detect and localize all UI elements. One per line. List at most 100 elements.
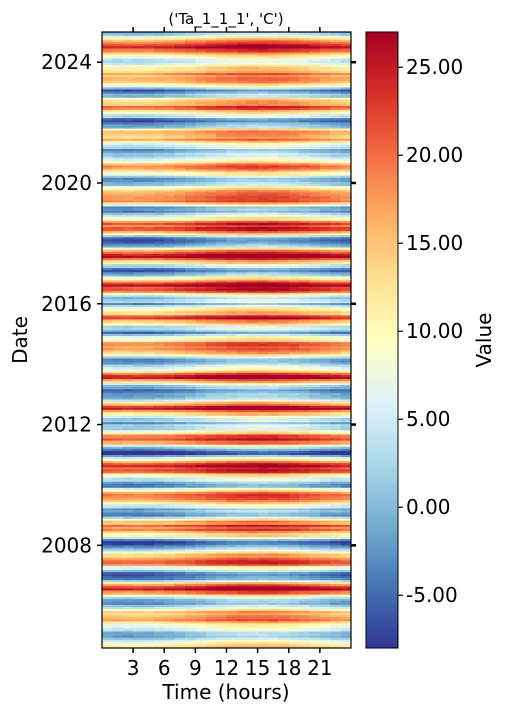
heatmap-cell [153, 210, 165, 214]
heatmap-cell [112, 368, 124, 372]
heatmap-cell [112, 188, 124, 191]
heatmap-cell [257, 383, 269, 386]
heatmap-cell [205, 196, 217, 199]
heatmap-cell [112, 171, 124, 175]
heatmap-cell [257, 231, 269, 234]
heatmap-cell [226, 101, 238, 105]
heatmap-cell [122, 194, 134, 197]
heatmap-cell [236, 66, 248, 70]
heatmap-cell [164, 190, 176, 193]
heatmap-cell [185, 140, 196, 144]
heatmap-cell [195, 379, 207, 382]
heatmap-cell [185, 360, 196, 364]
heatmap-cell [153, 175, 165, 179]
heatmap-cell [299, 407, 311, 411]
heatmap-cell [288, 379, 300, 382]
heatmap-cell [195, 101, 207, 105]
heatmap-cell [185, 340, 196, 343]
heatmap-cell [195, 247, 207, 251]
heatmap-cell [319, 344, 331, 347]
heatmap-cell [216, 409, 228, 413]
heatmap-cell [143, 255, 155, 259]
heatmap-cell [288, 118, 300, 121]
heatmap-cell [236, 325, 248, 329]
heatmap-cell [319, 364, 331, 368]
heatmap-cell [133, 266, 145, 269]
heatmap-cell [112, 448, 124, 452]
heatmap-cell [247, 442, 259, 446]
heatmap-cell [319, 294, 331, 298]
heatmap-cell [319, 305, 331, 308]
heatmap-cell [299, 409, 311, 413]
heatmap-cell [112, 186, 124, 189]
heatmap-cell [257, 448, 269, 452]
heatmap-cell [112, 81, 124, 84]
heatmap-cell [216, 452, 228, 456]
heatmap-cell [216, 342, 228, 345]
heatmap-cell [143, 216, 155, 220]
heatmap-cell [236, 409, 248, 413]
heatmap-cell [185, 194, 196, 197]
heatmap-cell [102, 157, 113, 160]
heatmap-cell [164, 167, 176, 171]
heatmap-cell [205, 379, 217, 382]
heatmap-cell [216, 134, 228, 138]
heatmap-cell [122, 198, 134, 201]
heatmap-cell [309, 132, 321, 136]
heatmap-cell [288, 144, 300, 148]
heatmap-cell [309, 146, 321, 150]
heatmap-cell [102, 48, 113, 52]
heatmap-cell [112, 77, 124, 80]
heatmap-cell [299, 163, 311, 167]
heatmap-cell [330, 167, 342, 171]
heatmap-cell [164, 446, 176, 450]
heatmap-cell [143, 140, 155, 144]
heatmap-cell [268, 87, 279, 91]
heatmap-cell [309, 442, 321, 446]
heatmap-cell [153, 103, 165, 107]
heatmap-cell [340, 101, 351, 105]
heatmap-cell [153, 300, 165, 304]
heatmap-cell [288, 454, 300, 458]
heatmap-cell [278, 118, 290, 121]
heatmap-cell [164, 62, 176, 66]
heatmap-cell [226, 149, 238, 152]
heatmap-cell [257, 317, 269, 321]
heatmap-cell [340, 144, 351, 148]
heatmap-cell [340, 179, 351, 183]
heatmap-cell [226, 173, 238, 177]
heatmap-cell [299, 194, 311, 197]
heatmap-cell [195, 422, 207, 425]
heatmap-cell [216, 237, 228, 240]
heatmap-cell [102, 278, 113, 282]
heatmap-cell [195, 309, 207, 312]
heatmap-cell [340, 344, 351, 347]
heatmap-cell [226, 243, 238, 247]
heatmap-cell [216, 216, 228, 220]
heatmap-cell [216, 225, 228, 228]
heatmap-cell [133, 151, 145, 154]
heatmap-cell [195, 181, 207, 185]
heatmap-cell [133, 430, 145, 433]
heatmap-cell [174, 321, 186, 325]
heatmap-cell [205, 270, 217, 273]
heatmap-cell [226, 266, 238, 269]
heatmap-cell [174, 288, 186, 292]
heatmap-cell [185, 454, 196, 458]
heatmap-cell [319, 220, 331, 224]
heatmap-cell [216, 42, 228, 45]
heatmap-cell [309, 358, 321, 362]
heatmap-cell [330, 346, 342, 349]
heatmap-cell [299, 212, 311, 216]
heatmap-cell [278, 329, 290, 333]
heatmap-cell [174, 440, 186, 444]
heatmap-cell [216, 188, 228, 191]
heatmap-cell [309, 430, 321, 433]
heatmap-cell [268, 140, 279, 144]
heatmap-cell [102, 333, 113, 337]
heatmap-cell [205, 399, 217, 403]
heatmap-cell [247, 337, 259, 341]
heatmap-cell [288, 397, 300, 401]
heatmap-cell [164, 426, 176, 429]
heatmap-cell [153, 420, 165, 423]
